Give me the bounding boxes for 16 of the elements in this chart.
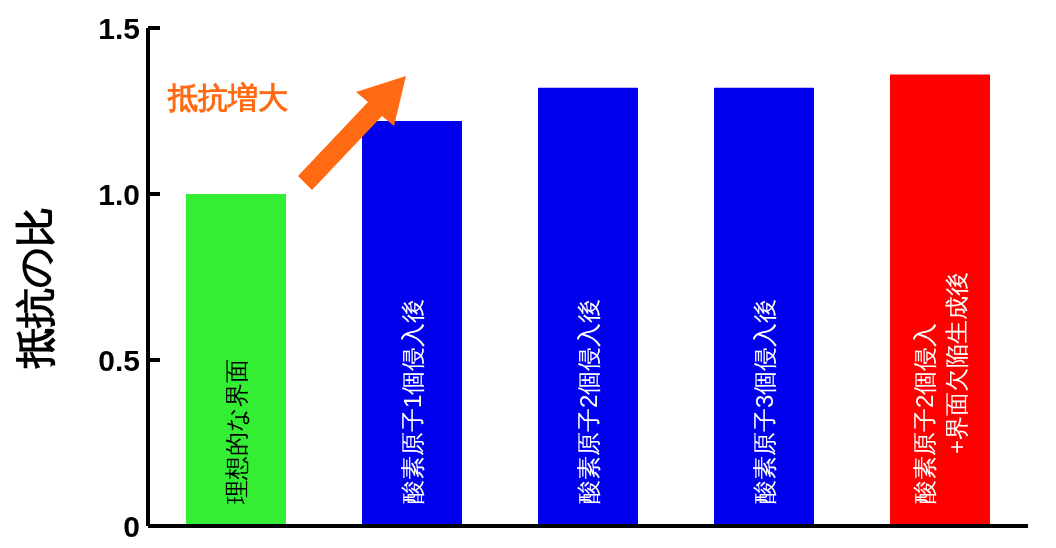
x-tick-label: 理想的な界面	[223, 359, 250, 504]
bar	[362, 120, 462, 526]
bar	[714, 87, 814, 526]
y-tick-label: 0.5	[98, 343, 140, 377]
bar	[186, 194, 286, 526]
y-tick-label: 1.0	[98, 177, 140, 211]
y-tick-label: 0	[123, 509, 140, 543]
bar	[538, 87, 638, 526]
x-tick-label: 酸素原子1個侵入後	[399, 298, 426, 504]
x-tick-label: 酸素原子2個侵入 +界面欠陥生成後	[911, 271, 970, 504]
bar	[890, 74, 990, 526]
annotation: 抵抗増大	[168, 80, 288, 116]
x-tick-label: 酸素原子3個侵入後	[751, 298, 778, 504]
y-tick-label: 1.5	[98, 11, 140, 45]
x-tick-label: 酸素原子2個侵入後	[575, 298, 602, 504]
y-axis-title: 抵抗の比	[11, 206, 58, 368]
